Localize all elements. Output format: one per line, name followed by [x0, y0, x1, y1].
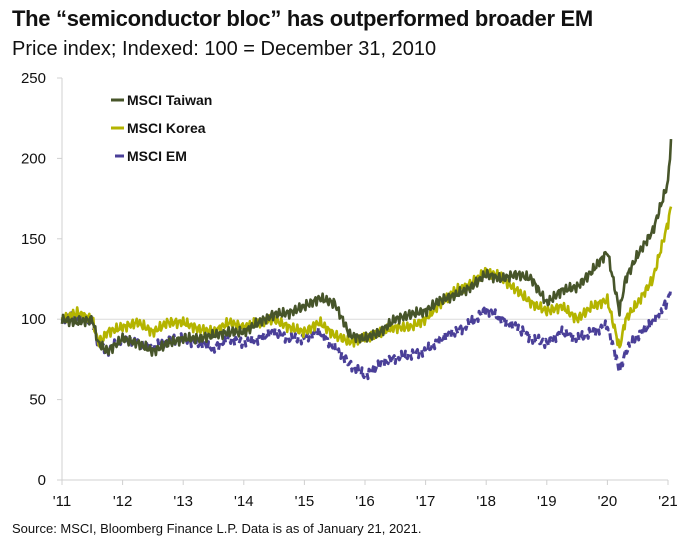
y-tick-label: 0 — [38, 472, 46, 489]
y-tick-label: 200 — [21, 150, 46, 167]
x-tick-label: '14 — [234, 493, 254, 510]
chart-subtitle: Price index; Indexed: 100 = December 31,… — [12, 38, 437, 60]
chart-title: The “semiconductor bloc” has outperforme… — [12, 6, 593, 31]
x-tick-label: '16 — [355, 493, 375, 510]
y-tick-label: 250 — [21, 70, 46, 87]
x-tick-label: '13 — [173, 493, 193, 510]
legend-label: MSCI EM — [127, 148, 187, 164]
x-tick-label: '19 — [537, 493, 557, 510]
series-line-msci-taiwan — [60, 139, 673, 357]
x-tick-label: '18 — [476, 493, 496, 510]
series-line-msci-korea — [60, 206, 673, 349]
x-tick-label: '15 — [295, 493, 315, 510]
x-tick-label: '21 — [658, 493, 678, 510]
x-tick-label: '12 — [113, 493, 133, 510]
x-tick-label: '17 — [416, 493, 436, 510]
x-tick-label: '20 — [598, 493, 618, 510]
x-tick-label: '11 — [53, 493, 71, 510]
legend-label: MSCI Korea — [127, 120, 206, 136]
y-tick-label: 50 — [29, 392, 46, 409]
source-note: Source: MSCI, Bloomberg Finance L.P. Dat… — [12, 521, 422, 536]
legend-label: MSCI Taiwan — [127, 92, 212, 108]
y-tick-label: 100 — [21, 311, 46, 328]
y-tick-label: 150 — [21, 231, 46, 248]
